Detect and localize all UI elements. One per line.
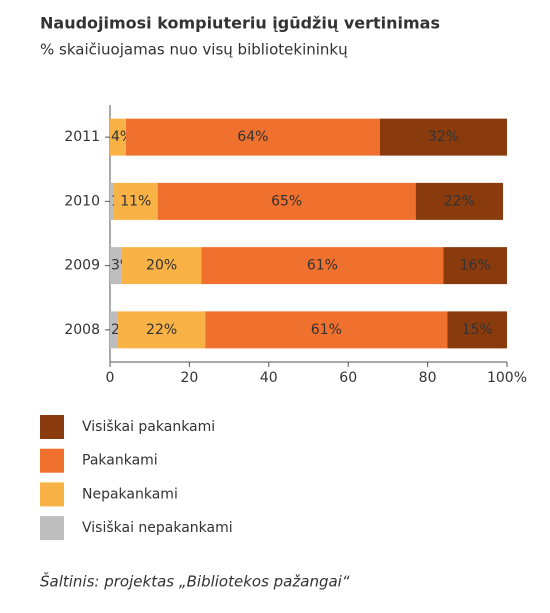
legend-swatch [40, 516, 64, 541]
bar-segment [415, 182, 504, 220]
bar-segment [121, 247, 202, 285]
bar-segment [125, 118, 380, 156]
y-tick-label: 2011 [64, 129, 100, 145]
x-tick-label: 20 [180, 370, 198, 386]
legend-label: Nepakankami [82, 486, 178, 502]
data-label: 15% [462, 322, 493, 338]
legend-label: Visiškai pakankami [82, 419, 215, 435]
x-tick-label: 40 [260, 370, 278, 386]
y-tick-label: 2008 [64, 322, 100, 338]
y-tick-label: 2009 [64, 258, 100, 274]
x-tick-label: 100% [487, 370, 527, 386]
bar-segment [110, 247, 122, 285]
chart-title: Naudojimosi kompiuteriu įgūdžių vertinim… [40, 14, 440, 33]
x-tick-label: 0 [106, 370, 115, 386]
x-tick-label: 60 [339, 370, 357, 386]
data-label: 61% [311, 322, 342, 338]
bar-segment [447, 311, 507, 349]
bar-segment [201, 247, 444, 285]
data-label: 22% [146, 322, 177, 338]
legend-swatch [40, 482, 64, 507]
data-label: 32% [428, 129, 459, 145]
y-tick-label: 2010 [64, 193, 100, 209]
data-label: 20% [146, 258, 177, 274]
bar-segment [113, 182, 158, 220]
data-label: 22% [444, 193, 475, 209]
source: Šaltinis: projektas „Bibliotekos pažanga… [40, 572, 350, 591]
data-label: 65% [271, 193, 302, 209]
legend-swatch [40, 415, 64, 439]
data-label: 16% [460, 258, 491, 274]
bar-segment [157, 182, 416, 220]
data-label: 11% [120, 193, 151, 209]
bar-segment [379, 118, 507, 156]
legend-label: Visiškai nepakankami [82, 520, 233, 536]
bar-segment [117, 311, 206, 349]
bar-segment [443, 247, 507, 285]
bar-segment [205, 311, 448, 349]
bar-segment [110, 118, 126, 156]
x-tick-label: 80 [419, 370, 437, 386]
legend-label: Pakankami [82, 453, 158, 469]
bar-segment [110, 311, 118, 349]
chart-subtitle: % skaičiuojamas nuo visų bibliotekininkų [40, 41, 348, 59]
data-label: 61% [307, 258, 338, 274]
legend-swatch [40, 448, 64, 473]
data-label: 64% [237, 129, 268, 145]
bar-segment [110, 182, 114, 220]
